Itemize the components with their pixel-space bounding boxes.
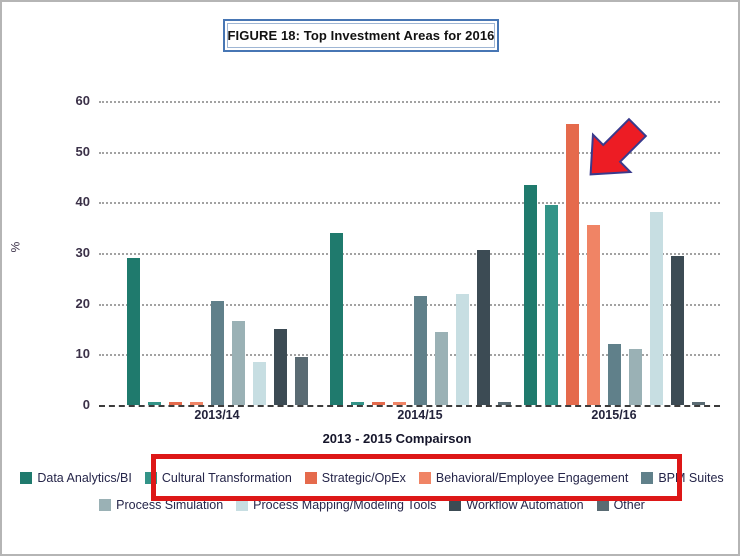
bar-bpm-suites-2014-15 — [413, 296, 427, 405]
gridline-60 — [99, 101, 720, 103]
bar-cultural-transformation-2014-15 — [350, 402, 364, 405]
legend-row-1: Data Analytics/BI Cultural Transformation… — [20, 471, 724, 485]
bar-process-mapping-modeling-tools-2013-14 — [252, 361, 266, 405]
bar-group-2013-14 — [126, 101, 308, 405]
legend-item-other: Other — [596, 498, 645, 512]
bar-bpm-suites-2015-16 — [607, 344, 621, 405]
bar-process-mapping-modeling-tools-2015-16 — [649, 212, 663, 405]
gridline-20 — [99, 303, 720, 306]
block-arrow-shape — [589, 117, 648, 176]
x-tick-label-2015-16: 2015/16 — [591, 408, 637, 422]
legend-item-bpm-suites: BPM Suites — [641, 471, 724, 485]
legend-label: Data Analytics/BI — [37, 471, 132, 485]
gridline-30 — [99, 253, 720, 255]
legend-swatch-icon — [418, 472, 431, 484]
red-arrow-annotation — [589, 117, 648, 176]
bar-data-analytics-bi-2013-14 — [126, 258, 140, 405]
legend-swatch-icon — [236, 499, 249, 511]
legend-swatch-icon — [304, 472, 317, 484]
legend-label: Strategic/OpEx — [321, 471, 406, 485]
bar-data-analytics-bi-2015-16 — [523, 184, 537, 405]
y-tick-label-10: 10 — [75, 346, 90, 362]
plot-area — [99, 101, 720, 407]
bar-other-2015-16 — [691, 402, 705, 405]
figure-title: FIGURE 18: Top Investment Areas for 2016 — [227, 28, 495, 43]
y-tick-label-0: 0 — [82, 397, 90, 412]
bar-workflow-automation-2015-16 — [670, 255, 684, 405]
bar-workflow-automation-2014-15 — [476, 250, 490, 405]
x-tick-label-2014-15: 2014/15 — [397, 408, 443, 422]
legend-label: Workflow Automation — [466, 498, 584, 512]
legend-label: Behavioral/Employee Engagement — [435, 471, 629, 485]
legend-item-process-mapping-modeling-tools: Process Mapping/Modeling Tools — [236, 498, 436, 512]
bar-group-2015-16 — [523, 101, 705, 405]
legend-swatch-icon — [144, 472, 157, 484]
y-tick-label-60: 60 — [75, 93, 90, 108]
legend-item-workflow-automation: Workflow Automation — [449, 498, 584, 512]
legend-item-behavioral-employee-engagement: Behavioral/Employee Engagement — [418, 471, 629, 485]
legend-item-strategic-opex: Strategic/OpEx — [304, 471, 406, 485]
bar-bpm-suites-2013-14 — [210, 301, 224, 405]
legend-label: Cultural Transformation — [161, 471, 292, 485]
legend-label: Process Simulation — [116, 498, 224, 512]
legend-swatch-icon — [99, 499, 112, 511]
bar-cultural-transformation-2013-14 — [147, 402, 161, 405]
x-tick-label-2013-14: 2013/14 — [194, 408, 240, 422]
legend-label: Process Mapping/Modeling Tools — [253, 498, 437, 512]
y-tick-label-30: 30 — [75, 245, 90, 260]
bar-behavioral-employee-engagement-2013-14 — [189, 402, 203, 405]
y-tick-label-20: 20 — [75, 295, 90, 311]
legend-row-2: Process Simulation Process Mapping/Modeli… — [22, 498, 722, 512]
bar-strategic-opex-2015-16 — [565, 123, 579, 405]
y-axis-title: % — [8, 241, 23, 253]
bar-workflow-automation-2013-14 — [273, 329, 287, 405]
y-tick-label-40: 40 — [75, 194, 90, 210]
bar-cultural-transformation-2015-16 — [544, 204, 558, 405]
bar-data-analytics-bi-2014-15 — [329, 232, 343, 405]
gridline-40 — [99, 202, 720, 205]
bar-strategic-opex-2014-15 — [371, 402, 385, 405]
legend-item-data-analytics-bi: Data Analytics/BI — [20, 471, 132, 485]
bar-process-simulation-2013-14 — [231, 321, 245, 405]
legend-item-cultural-transformation: Cultural Transformation — [144, 471, 292, 485]
gridline-50 — [99, 151, 720, 154]
bar-other-2013-14 — [294, 356, 308, 405]
legend-swatch-icon — [20, 472, 33, 484]
legend-item-process-simulation: Process Simulation — [99, 498, 223, 512]
legend-swatch-icon — [641, 472, 654, 484]
y-tick-label-50: 50 — [75, 143, 90, 159]
bar-process-simulation-2015-16 — [628, 349, 642, 405]
bar-process-mapping-modeling-tools-2014-15 — [455, 293, 469, 405]
bar-other-2014-15 — [497, 402, 511, 405]
bar-behavioral-employee-engagement-2014-15 — [392, 402, 406, 405]
legend-swatch-icon — [596, 499, 609, 511]
legend-swatch-icon — [449, 499, 462, 511]
legend-label: BPM Suites — [658, 471, 724, 485]
bar-process-simulation-2014-15 — [434, 331, 448, 405]
bar-strategic-opex-2013-14 — [168, 402, 182, 405]
legend-label: Other — [613, 498, 645, 512]
figure-title-box: FIGURE 18: Top Investment Areas for 2016 — [223, 19, 499, 52]
x-axis-title: 2013 - 2015 Compairson — [322, 431, 472, 446]
gridline-0 — [99, 405, 720, 407]
bar-group-2014-15 — [329, 101, 511, 405]
gridline-10 — [99, 354, 720, 357]
bar-behavioral-employee-engagement-2015-16 — [586, 225, 600, 405]
